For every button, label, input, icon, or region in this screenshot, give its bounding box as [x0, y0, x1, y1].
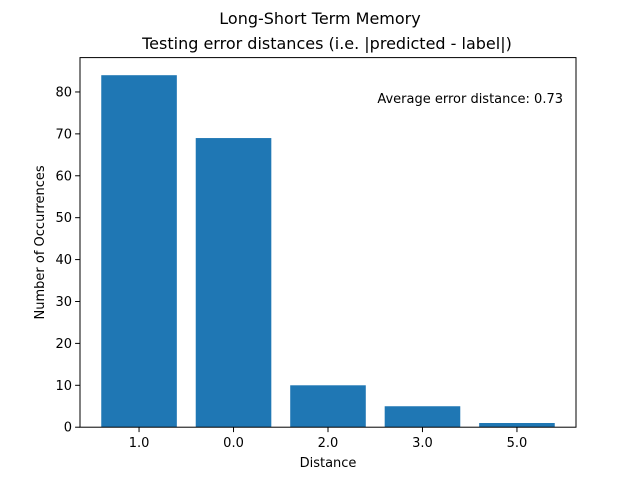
y-tick-label: 10 — [55, 379, 72, 394]
y-tick-label: 70 — [55, 127, 72, 142]
y-tick-label: 30 — [55, 295, 72, 310]
plot-frame — [79, 57, 577, 428]
x-axis-ticks: 1.0 0.0 2.0 3.0 5.0 — [129, 427, 528, 451]
y-tick-label: 50 — [55, 211, 72, 226]
chart-annotation: Average error distance: 0.73 — [377, 92, 563, 107]
bars-group — [101, 75, 555, 428]
y-tick-label: 40 — [55, 253, 72, 268]
x-tick-label: 2.0 — [318, 436, 339, 451]
y-tick-label: 0 — [64, 421, 72, 436]
y-axis-label: Number of Occurrences — [33, 165, 48, 319]
bar-1.0 — [101, 75, 177, 428]
x-tick-label: 0.0 — [223, 436, 244, 451]
bar-0.0 — [195, 138, 272, 428]
x-axis-label: Distance — [300, 456, 357, 471]
bar-5.0 — [479, 423, 555, 428]
x-tick-label: 5.0 — [507, 436, 528, 451]
bar-3.0 — [384, 406, 461, 428]
y-tick-label: 80 — [55, 85, 72, 100]
x-tick-label: 1.0 — [129, 436, 150, 451]
y-tick-label: 20 — [55, 337, 72, 352]
y-tick-label: 60 — [55, 169, 72, 184]
x-tick-label: 3.0 — [412, 436, 433, 451]
chart-title: Testing error distances (i.e. |predicted… — [141, 34, 512, 53]
y-axis-ticks: 0 10 20 30 40 50 60 70 80 — [55, 85, 80, 436]
bar-2.0 — [290, 385, 366, 428]
chart-suptitle: Long-Short Term Memory — [219, 9, 420, 28]
